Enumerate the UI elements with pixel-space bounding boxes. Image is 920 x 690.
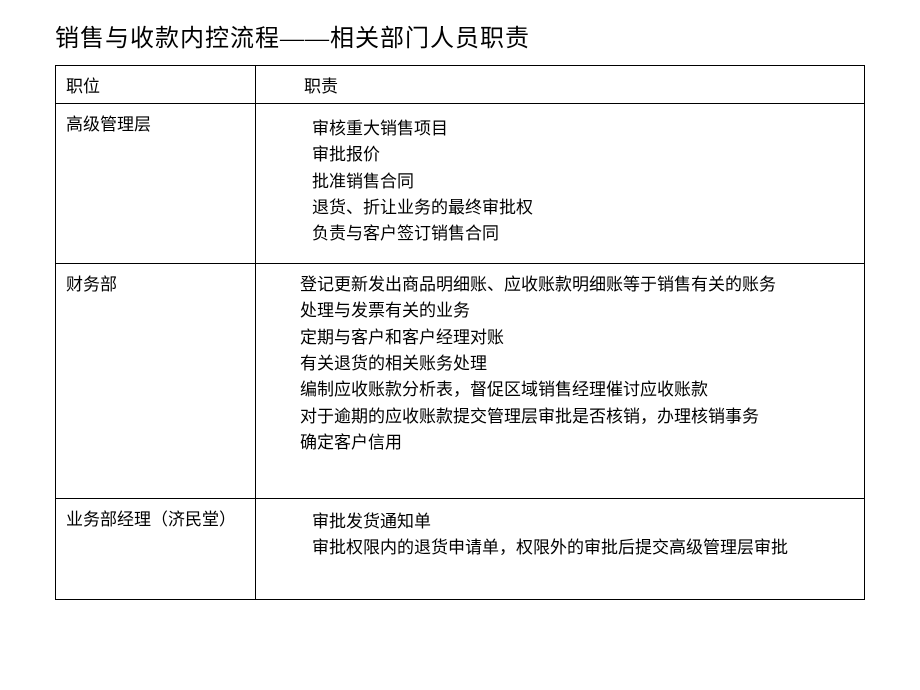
position-cell: 高级管理层: [56, 104, 256, 263]
duty-item: 审批报价: [312, 142, 854, 168]
duty-item: 有关退货的相关账务处理: [300, 351, 854, 377]
page-title: 销售与收款内控流程——相关部门人员职责: [55, 18, 865, 53]
duty-cell: 审批发货通知单 审批权限内的退货申请单，权限外的审批后提交高级管理层审批: [256, 499, 864, 599]
duty-list: 登记更新发出商品明细账、应收账款明细账等于销售有关的账务 处理与发票有关的业务 …: [300, 272, 854, 456]
table-row: 业务部经理（济民堂） 审批发货通知单 审批权限内的退货申请单，权限外的审批后提交…: [56, 499, 864, 599]
duty-item: 审批发货通知单: [312, 509, 854, 535]
duty-list: 审批发货通知单 审批权限内的退货申请单，权限外的审批后提交高级管理层审批: [312, 509, 854, 562]
duty-item: 批准销售合同: [312, 169, 854, 195]
duty-cell: 审核重大销售项目 审批报价 批准销售合同 退货、折让业务的最终审批权 负责与客户…: [256, 104, 864, 263]
duty-item: 对于逾期的应收账款提交管理层审批是否核销，办理核销事务: [300, 404, 854, 430]
duty-item: 确定客户信用: [300, 430, 854, 456]
table-header-row: 职位 职责: [56, 66, 864, 104]
position-cell: 财务部: [56, 264, 256, 498]
position-cell: 业务部经理（济民堂）: [56, 499, 256, 599]
table-row: 高级管理层 审核重大销售项目 审批报价 批准销售合同 退货、折让业务的最终审批权…: [56, 104, 864, 264]
duty-cell: 登记更新发出商品明细账、应收账款明细账等于销售有关的账务 处理与发票有关的业务 …: [256, 264, 864, 498]
header-position: 职位: [56, 66, 256, 103]
duties-table: 职位 职责 高级管理层 审核重大销售项目 审批报价 批准销售合同 退货、折让业务…: [55, 65, 865, 600]
duty-list: 审核重大销售项目 审批报价 批准销售合同 退货、折让业务的最终审批权 负责与客户…: [312, 116, 854, 248]
duty-item: 退货、折让业务的最终审批权: [312, 195, 854, 221]
duty-item: 处理与发票有关的业务: [300, 298, 854, 324]
duty-item: 负责与客户签订销售合同: [312, 221, 854, 247]
table-row: 财务部 登记更新发出商品明细账、应收账款明细账等于销售有关的账务 处理与发票有关…: [56, 264, 864, 499]
duty-item: 登记更新发出商品明细账、应收账款明细账等于销售有关的账务: [300, 272, 854, 298]
duty-item: 编制应收账款分析表，督促区域销售经理催讨应收账款: [300, 377, 854, 403]
duty-item: 审核重大销售项目: [312, 116, 854, 142]
duty-item: 定期与客户和客户经理对账: [300, 325, 854, 351]
header-duty: 职责: [256, 66, 864, 103]
duty-item: 审批权限内的退货申请单，权限外的审批后提交高级管理层审批: [312, 535, 854, 561]
